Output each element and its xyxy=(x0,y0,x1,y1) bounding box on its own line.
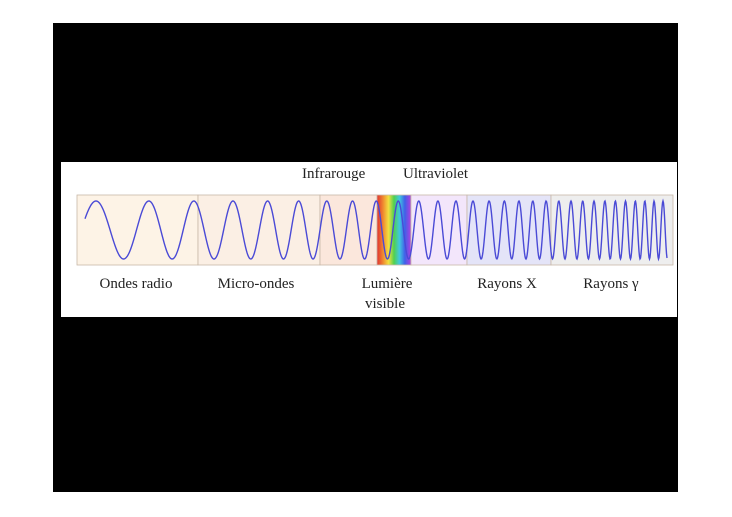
label-microwave: Micro-ondes xyxy=(217,276,295,292)
label-xray: Rayons X xyxy=(477,276,537,292)
spectrum-strip xyxy=(76,194,674,266)
label-ultraviolet: Ultraviolet xyxy=(403,166,468,182)
label-visible-line2: visible xyxy=(365,296,405,312)
wave-line xyxy=(84,198,668,262)
band-radio xyxy=(76,194,199,266)
label-radio: Ondes radio xyxy=(99,276,173,292)
band-xray xyxy=(466,194,552,266)
label-visible-line1: Lumière xyxy=(361,276,413,292)
spectrum-panel: Infrarouge Ultraviolet Ondes radio Micro… xyxy=(61,162,677,317)
label-infrared: Infrarouge xyxy=(302,166,366,182)
label-gamma: Rayons γ xyxy=(583,276,639,292)
band-visible xyxy=(376,194,412,266)
